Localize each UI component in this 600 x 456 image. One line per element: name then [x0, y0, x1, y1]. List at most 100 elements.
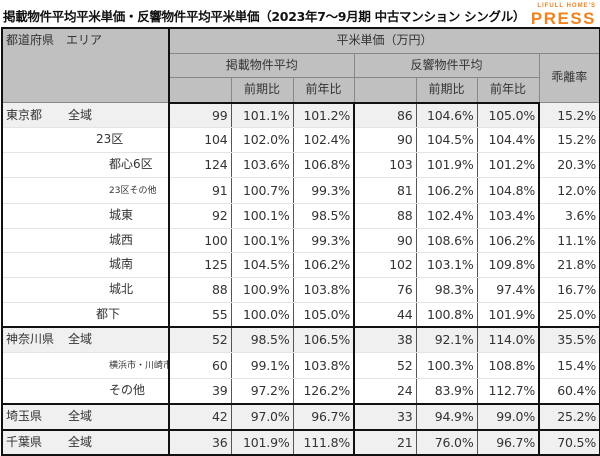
response-price: 33	[353, 402, 416, 430]
table-row: 23区 104 102.0% 102.4% 90 104.5% 104.4% 15.2%	[2, 127, 600, 153]
divergence-rate: 20.3%	[538, 152, 600, 178]
divergence-rate: 3.6%	[538, 203, 600, 229]
area: 23区	[96, 132, 124, 147]
response-price: 90	[353, 228, 416, 254]
listed-qoq: 102.0%	[230, 127, 293, 153]
listed-qoq: 103.6%	[230, 152, 293, 178]
area: 23区その他	[109, 185, 157, 196]
response-qoq: 94.9%	[415, 402, 477, 430]
divergence-rate: 15.4%	[538, 352, 600, 380]
header-response-avg: 反響物件平均	[353, 52, 540, 79]
header-response-blank	[353, 77, 417, 104]
listed-yoy: 99.3%	[292, 177, 355, 205]
listed-price: 55	[168, 302, 231, 328]
listed-price: 104	[168, 127, 231, 153]
response-qoq: 76.0%	[415, 428, 477, 456]
pref-area-cell: 23区その他	[2, 177, 170, 205]
divergence-rate: 25.0%	[538, 302, 600, 328]
table-row: 横浜市・川崎市 60 99.1% 103.8% 52 100.3% 108.8% 15.4%	[2, 352, 600, 380]
divergence-rate: 70.5%	[538, 428, 600, 456]
listed-qoq: 101.1%	[230, 102, 293, 129]
area: 城東	[109, 208, 134, 223]
table-row: 城東 92 100.1% 98.5% 88 102.4% 103.4% 3.6%	[2, 203, 600, 229]
response-qoq: 104.5%	[415, 127, 477, 153]
table-row: 千葉県 全域 36 101.9% 111.8% 21 76.0% 96.7% 70.5%	[2, 428, 600, 456]
listed-price: 52	[168, 326, 231, 353]
area: 城西	[109, 232, 134, 247]
header-response-yoy: 前年比	[476, 77, 540, 104]
title-bar: 掲載物件平均平米単価・反響物件平均平米単価（2023年7～9月期 中古マンション…	[0, 0, 600, 27]
prefecture: 東京都	[6, 107, 43, 122]
pref-area-cell: 23区	[2, 127, 170, 153]
pref-area-cell: 城東	[2, 203, 170, 229]
listed-qoq: 101.9%	[230, 428, 293, 456]
listed-yoy: 102.4%	[292, 127, 355, 153]
area: 全域	[68, 408, 93, 423]
response-qoq: 98.3%	[415, 277, 477, 303]
divergence-rate: 21.8%	[538, 252, 600, 278]
listed-yoy: 96.7%	[292, 402, 355, 430]
header-pref-area: 都道府県 エリア	[1, 27, 170, 104]
listed-price: 39	[168, 378, 231, 405]
response-qoq: 103.1%	[415, 252, 477, 278]
response-yoy: 108.8%	[476, 352, 540, 380]
listed-price: 36	[168, 428, 231, 456]
pref-area-cell: 横浜市・川崎市	[2, 352, 170, 380]
pref-area-cell: その他	[2, 378, 170, 405]
listed-price: 91	[168, 177, 231, 205]
listed-yoy: 106.2%	[292, 252, 355, 278]
listed-qoq: 104.5%	[230, 252, 293, 278]
listed-qoq: 100.9%	[230, 277, 293, 303]
response-qoq: 100.3%	[415, 352, 477, 380]
response-price: 81	[353, 177, 416, 205]
response-yoy: 104.8%	[476, 177, 540, 205]
response-qoq: 83.9%	[415, 378, 477, 405]
pref-area-cell: 城西	[2, 228, 170, 254]
listed-yoy: 106.8%	[292, 152, 355, 178]
listed-price: 100	[168, 228, 231, 254]
divergence-rate: 15.2%	[538, 127, 600, 153]
area: 都心6区	[109, 156, 153, 171]
response-price: 44	[353, 302, 416, 328]
response-yoy: 103.4%	[476, 203, 540, 229]
listed-price: 99	[168, 102, 231, 129]
area: その他	[109, 383, 146, 398]
response-yoy: 114.0%	[476, 326, 540, 353]
listed-price: 125	[168, 252, 231, 278]
response-price: 21	[353, 428, 416, 456]
pref-area-cell: 都下	[2, 302, 170, 328]
response-price: 52	[353, 352, 416, 380]
prefecture: 埼玉県	[6, 408, 43, 423]
header-listed-qoq: 前期比	[230, 77, 294, 104]
response-yoy: 109.8%	[476, 252, 540, 278]
price-table: 都道府県 エリア 平米単価（万円） 掲載物件平均 反響物件平均 乖離率 前期比 …	[1, 27, 600, 456]
response-yoy: 104.4%	[476, 127, 540, 153]
listed-qoq: 97.2%	[230, 378, 293, 405]
listed-price: 88	[168, 277, 231, 303]
response-qoq: 108.6%	[415, 228, 477, 254]
divergence-rate: 15.2%	[538, 102, 600, 129]
listed-yoy: 98.5%	[292, 203, 355, 229]
listed-qoq: 99.1%	[230, 352, 293, 380]
listed-yoy: 101.2%	[292, 102, 355, 129]
divergence-rate: 11.1%	[538, 228, 600, 254]
header-listed-blank	[168, 77, 232, 104]
area: 横浜市・川崎市	[109, 360, 169, 371]
pref-area-cell: 城南	[2, 252, 170, 278]
table-row: 神奈川県 全域 52 98.5% 106.5% 38 92.1% 114.0% 35.5%	[2, 326, 600, 353]
listed-price: 92	[168, 203, 231, 229]
response-price: 103	[353, 152, 416, 178]
response-price: 88	[353, 203, 416, 229]
table-row: 都心6区 124 103.6% 106.8% 103 101.9% 101.2% 20.3%	[2, 152, 600, 178]
response-qoq: 92.1%	[415, 326, 477, 353]
pref-area-cell: 東京都 全域	[2, 102, 170, 129]
response-yoy: 101.9%	[476, 302, 540, 328]
lifull-homes-press-logo: LIFULL HOME'S PRESS	[531, 2, 596, 27]
table-row: 埼玉県 全域 42 97.0% 96.7% 33 94.9% 99.0% 25.2%	[2, 402, 600, 430]
pref-area-cell: 千葉県 全域	[2, 428, 170, 456]
response-yoy: 101.2%	[476, 152, 540, 178]
listed-yoy: 111.8%	[292, 428, 355, 456]
prefecture: 千葉県	[6, 434, 43, 449]
response-price: 76	[353, 277, 416, 303]
response-price: 102	[353, 252, 416, 278]
